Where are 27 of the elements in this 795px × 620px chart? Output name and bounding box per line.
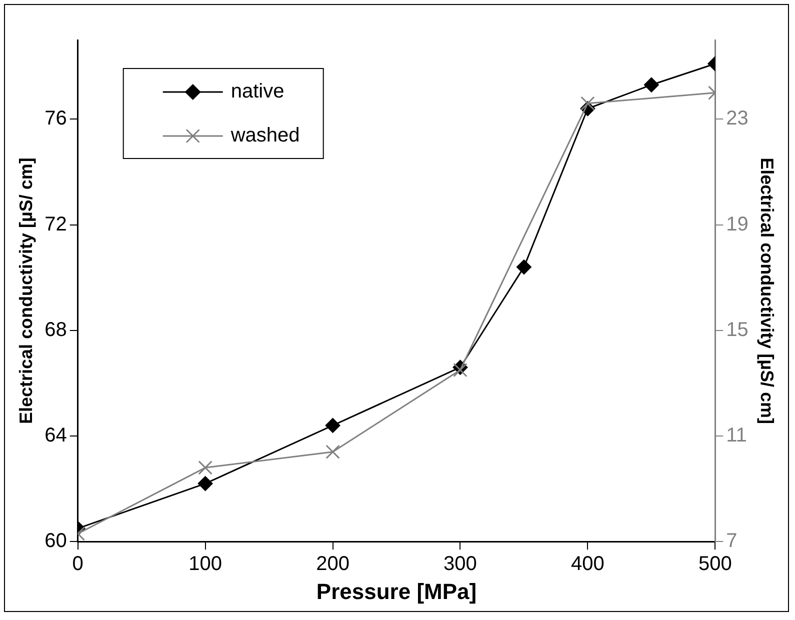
y2-tick-label: 15 [726, 318, 748, 341]
x-tick-label: 500 [698, 553, 732, 576]
y-tick-label: 64 [44, 424, 67, 447]
point [198, 476, 213, 492]
point [453, 362, 468, 378]
y-tick-label: 76 [44, 108, 67, 130]
y-tick-label: 60 [44, 530, 67, 552]
x-tick-label: 200 [316, 553, 350, 576]
x-tick-label: 300 [444, 553, 477, 576]
y-axis-title: Electrical conductivity [µS/ cm] [16, 158, 36, 424]
x-tick-label: 0 [72, 553, 84, 576]
x-tick-label: 100 [188, 553, 222, 576]
legend-label: washed [230, 124, 300, 147]
x-tick-label: 400 [571, 553, 604, 576]
y-tick-label: 68 [44, 318, 67, 341]
point [325, 418, 340, 433]
y2-tick-label: 11 [726, 424, 747, 447]
y2-tick-label: 19 [726, 213, 748, 236]
y2-tick-label: 23 [726, 108, 748, 130]
point [644, 77, 659, 92]
point [326, 444, 340, 459]
legend-label: native [230, 80, 284, 103]
point [516, 260, 532, 275]
y2-tick-label: 7 [726, 530, 738, 552]
y2-axis-title: Electrical conductivity [µS/ cm] [757, 158, 778, 424]
y-tick-label: 72 [44, 213, 67, 236]
x-axis-title: Pressure [MPa] [316, 578, 477, 604]
